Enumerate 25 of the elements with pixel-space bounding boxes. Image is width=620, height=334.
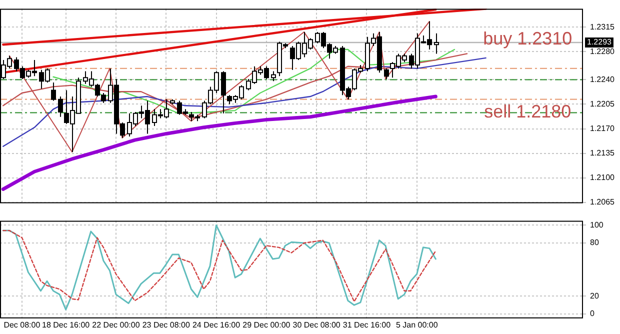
- x-tick-label: 30 Dec 08:00: [292, 320, 341, 330]
- x-tick-label: 24 Dec 16:00: [192, 320, 241, 330]
- y-tick-label: 1.2065: [590, 198, 616, 207]
- y-tick-label: 1.2135: [590, 148, 616, 158]
- x-tick-label: 31 Dec 16:00: [342, 320, 392, 330]
- y-tick-label: 1.2170: [590, 124, 616, 134]
- line-series: [2, 230, 436, 302]
- y-tick-label: 100: [590, 220, 604, 230]
- y-tick-label: 80: [590, 238, 600, 248]
- y-tick-label: 1.2315: [590, 22, 616, 32]
- annotation: buy 1.2310: [483, 28, 572, 49]
- x-tick-label: 29 Dec 00:00: [242, 320, 291, 330]
- y-tick-label: 20: [590, 291, 600, 300]
- x-tick-label: 5 Jan 00:00: [396, 320, 438, 330]
- x-tick-label: 22 Dec 00:00: [92, 320, 140, 330]
- ref-line-label: 1.2293: [587, 38, 612, 47]
- x-tick-label: Dec 08:00: [4, 320, 41, 330]
- annotation: sell 1.2180: [484, 102, 572, 122]
- y-tick-label: 1.2240: [590, 74, 616, 84]
- x-tick-label: 18 Dec 16:00: [42, 320, 90, 330]
- y-tick-label: 0: [590, 309, 595, 318]
- y-tick-label: 1.2100: [590, 173, 616, 182]
- x-tick-label: 23 Dec 08:00: [142, 320, 190, 330]
- y-tick-label: 1.2205: [590, 99, 616, 108]
- y-tick-label: 1.2280: [590, 46, 616, 56]
